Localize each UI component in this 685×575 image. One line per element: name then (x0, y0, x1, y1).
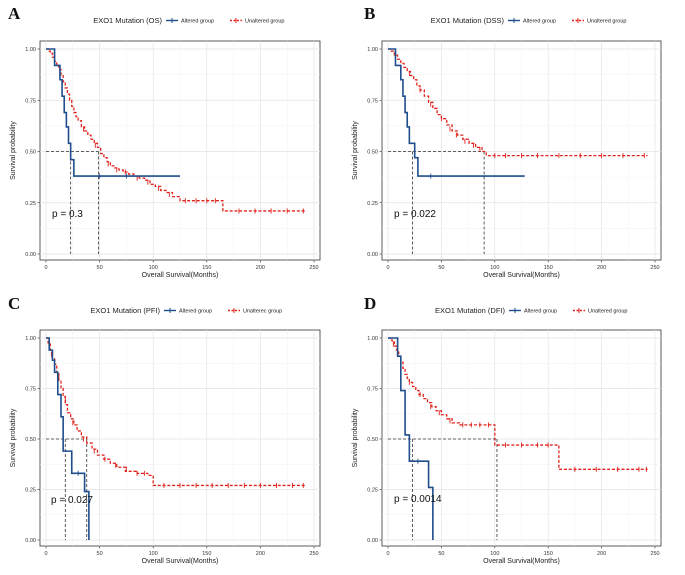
legend-label-altered: Altered group (179, 309, 212, 315)
x-tick-label: 200 (256, 265, 265, 271)
survival-curve-altered (46, 337, 90, 540)
x-tick-label: 50 (97, 265, 103, 271)
y-tick-label: 0.50 (25, 437, 36, 443)
y-tick-label: 0.00 (25, 252, 36, 258)
x-tick-label: 50 (97, 551, 103, 557)
survival-curve-unaltered (388, 48, 648, 157)
x-tick-label: 50 (438, 551, 444, 557)
y-tick-label: 0.50 (367, 437, 378, 443)
y-tick-label: 0.75 (25, 387, 36, 393)
legend-label-altered: Altered group (524, 309, 557, 315)
x-tick-label: 150 (544, 551, 553, 557)
x-tick-label: 100 (149, 551, 158, 557)
x-axis-title: Overall Survival(Months) (483, 558, 560, 565)
y-tick-label: 0.00 (25, 538, 36, 544)
x-axis-title: Overall Survival(Months) (142, 272, 219, 279)
panel-letter: D (364, 294, 376, 313)
x-tick-label: 0 (386, 265, 389, 271)
x-tick-label: 250 (650, 551, 659, 557)
x-tick-label: 100 (490, 265, 499, 271)
y-tick-label: 1.00 (367, 47, 378, 53)
y-tick-label: 0.00 (367, 252, 378, 258)
legend: EXO1 Mutation (DSS) Altered group Unaltere… (431, 16, 627, 25)
survival-curve-altered (388, 48, 525, 177)
gridlines (40, 330, 320, 546)
km-panel-b: B EXO1 Mutation (DSS) Altered group Unalter… (352, 4, 662, 279)
x-tick-label: 200 (597, 265, 606, 271)
x-tick-label: 0 (386, 551, 389, 557)
y-tick-label: 0.50 (25, 150, 36, 156)
legend-label-altered: Altered group (181, 19, 214, 25)
x-tick-label: 200 (256, 551, 265, 557)
p-value: p = 0.027 (51, 495, 93, 506)
x-tick-label: 250 (309, 551, 318, 557)
x-tick-label: 250 (650, 265, 659, 271)
legend: EXO1 Mutation (OS) Altered group Unaltered… (93, 16, 284, 25)
y-axis-title: Survival probability (10, 408, 17, 467)
y-tick-label: 0.25 (25, 201, 36, 207)
km-panel-a: A EXO1 Mutation (OS) Altered group Unaltere… (8, 4, 321, 279)
x-axis-title: Overall Survival(Months) (142, 558, 219, 565)
panel-letter: A (8, 4, 21, 23)
legend-label-unaltered: Unaltered group (245, 19, 284, 25)
y-tick-label: 1.00 (25, 336, 36, 342)
x-tick-label: 0 (44, 551, 47, 557)
y-tick-label: 0.75 (367, 387, 378, 393)
x-axis-title: Overall Survival(Months) (483, 272, 560, 279)
legend: EXO1 Mutation (PFI) Altered group Unaltere… (90, 306, 282, 315)
panel-letter: B (364, 4, 375, 23)
x-tick-label: 150 (202, 265, 211, 271)
panel-letter: C (8, 294, 20, 313)
y-axis-title: Survival probability (10, 121, 17, 180)
p-value: p = 0.0014 (394, 494, 442, 505)
survival-curve-unaltered (46, 48, 307, 212)
legend: EXO1 Mutation (DFI) Altered group Unaltere… (435, 306, 627, 315)
y-tick-label: 0.25 (25, 488, 36, 494)
legend-label-unaltered: Unaltered group (588, 309, 627, 315)
legend-label-unaltered: Unalterec group (243, 309, 282, 315)
x-tick-label: 50 (438, 265, 444, 271)
gridlines (382, 330, 661, 546)
x-tick-label: 150 (544, 265, 553, 271)
survival-curve-unaltered (388, 337, 648, 470)
p-value: p = 0.022 (394, 209, 436, 220)
y-tick-label: 0.00 (367, 538, 378, 544)
y-tick-label: 1.00 (367, 336, 378, 342)
p-value: p = 0.3 (52, 209, 83, 220)
legend-label-unaltered: Unaltered group (587, 19, 626, 25)
km-panel-d: D EXO1 Mutation (DFI) Altered group Unalter… (352, 294, 662, 565)
y-tick-label: 1.00 (25, 47, 36, 53)
y-tick-label: 0.25 (367, 201, 378, 207)
y-tick-label: 0.75 (25, 98, 36, 104)
legend-title: EXO1 Mutation (DSS) (431, 16, 505, 25)
y-tick-label: 0.75 (367, 98, 378, 104)
legend-title: EXO1 Mutation (OS) (93, 16, 162, 25)
y-axis-title: Survival probability (352, 121, 359, 180)
x-tick-label: 0 (44, 265, 47, 271)
x-tick-label: 200 (597, 551, 606, 557)
survival-curve-altered (46, 48, 180, 177)
x-tick-label: 150 (202, 551, 211, 557)
survival-curve-altered (388, 337, 434, 540)
km-panel-c: C EXO1 Mutation (PFI) Altered group Unalter… (8, 294, 321, 565)
x-tick-label: 100 (149, 265, 158, 271)
y-tick-label: 0.25 (367, 488, 378, 494)
legend-title: EXO1 Mutation (DFI) (435, 306, 506, 315)
legend-title: EXO1 Mutation (PFI) (90, 306, 160, 315)
y-tick-label: 0.50 (367, 150, 378, 156)
y-axis-title: Survival probability (352, 408, 359, 467)
legend-label-altered: Altered group (523, 19, 556, 25)
x-tick-label: 100 (490, 551, 499, 557)
x-tick-label: 250 (309, 265, 318, 271)
